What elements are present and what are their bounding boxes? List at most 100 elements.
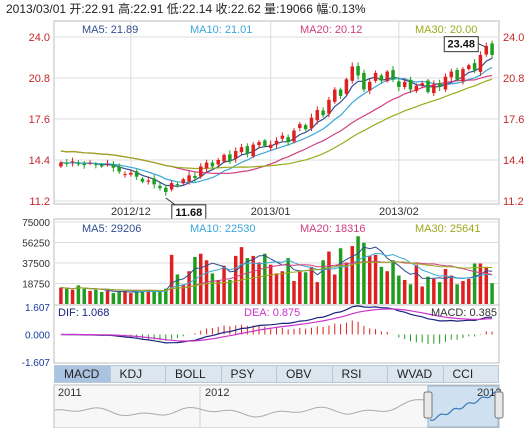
tab-rsi[interactable]: RSI	[333, 366, 388, 382]
vol-ma10-line	[60, 252, 493, 293]
price-xtick: 2013/02	[379, 206, 419, 218]
volume-bar	[315, 282, 320, 304]
candle	[344, 79, 349, 94]
volume-bar	[274, 273, 279, 304]
price-legend-item: MA10: 21.01	[190, 24, 252, 36]
candle	[327, 99, 331, 114]
candle	[59, 162, 63, 167]
navigator-history-line	[54, 399, 426, 418]
volume-bar	[408, 284, 413, 304]
candle	[222, 154, 226, 162]
volume-bar	[414, 264, 419, 304]
candle	[373, 72, 378, 81]
candle	[169, 183, 174, 190]
volume-bar	[461, 281, 465, 304]
volume-bar	[280, 271, 285, 304]
volume-bar	[257, 262, 261, 304]
volume-bar	[338, 248, 343, 304]
volume-bar	[391, 260, 395, 304]
high-label: 23.48	[447, 39, 475, 51]
candle	[187, 175, 191, 182]
volume-bar	[298, 271, 302, 304]
candle	[449, 71, 454, 78]
navigator-left-handle[interactable]	[423, 391, 433, 419]
dea-legend: DEA: 0.875	[244, 307, 300, 319]
volume-bar	[245, 258, 250, 304]
candle	[146, 180, 151, 182]
navigator-label: 2011	[58, 387, 82, 399]
candle	[432, 84, 436, 94]
price-legend-item: MA30: 20.00	[415, 24, 477, 36]
candle	[303, 125, 308, 130]
tab-psy[interactable]: PSY	[222, 366, 277, 382]
tab-boll[interactable]: BOLL	[166, 366, 222, 382]
volume-bar	[70, 289, 75, 304]
volume-bar	[356, 236, 360, 304]
tab-macd[interactable]: MACD	[55, 366, 111, 382]
volume-ytick: 37500	[22, 259, 50, 270]
candle	[298, 124, 302, 128]
candle	[175, 184, 180, 186]
candle	[263, 140, 267, 146]
volume-bar	[181, 284, 186, 304]
volume-legend-item: MA20: 18316	[300, 223, 365, 235]
volume-bar	[292, 281, 296, 304]
candle	[233, 151, 238, 159]
navigator-selection	[427, 385, 499, 428]
tab-kdj[interactable]: KDJ	[111, 366, 166, 382]
volume-bar	[233, 255, 238, 304]
candle	[274, 140, 279, 145]
navigator-right-handle[interactable]	[494, 391, 504, 419]
candle	[216, 160, 220, 165]
candle	[228, 154, 232, 162]
candle	[181, 179, 186, 184]
volume-bar	[82, 288, 86, 304]
tab-wvad[interactable]: WVAD	[388, 366, 444, 382]
volume-bar	[309, 266, 314, 304]
volume-bar	[175, 274, 180, 304]
volume-bar	[432, 278, 436, 304]
volume-bar	[228, 279, 232, 304]
volume-ytick: 75000	[22, 218, 50, 229]
tab-cci[interactable]: CCI	[452, 367, 474, 381]
candle	[117, 166, 121, 172]
price-panel	[53, 20, 500, 205]
dif-line	[60, 305, 493, 344]
volume-bar	[268, 264, 273, 304]
volume-bar	[420, 286, 424, 304]
price-ytick-left: 20.8	[29, 73, 50, 85]
candle	[402, 81, 407, 87]
volume-bar	[64, 288, 69, 304]
candle	[70, 161, 75, 163]
candle	[199, 166, 203, 177]
candle	[111, 164, 116, 168]
volume-ytick: 56250	[22, 239, 50, 250]
candle	[134, 171, 139, 177]
volume-ytick: 18750	[22, 280, 50, 291]
candle	[455, 70, 459, 80]
volume-bar	[333, 274, 337, 304]
volume-bar	[437, 282, 442, 304]
dea-line	[60, 308, 493, 342]
candle	[379, 75, 384, 81]
candle	[356, 65, 360, 76]
volume-bar	[140, 291, 145, 304]
volume-bar	[59, 287, 63, 304]
volume-bar	[129, 293, 133, 304]
volume-legend-item: MA5: 29206	[82, 223, 141, 235]
header-quote: 2013/03/01 开:22.91 高:22.91 低:22.14 收:22.…	[6, 1, 366, 16]
candle	[367, 81, 372, 91]
volume-bar	[76, 285, 81, 304]
price-ytick-right: 14.4	[503, 155, 524, 167]
tab-obv[interactable]: OBV	[277, 366, 333, 382]
price-xtick: 2013/01	[251, 206, 291, 218]
price-ytick-right: 24.0	[503, 32, 524, 44]
price-ytick-right: 20.8	[503, 73, 524, 85]
price-legend-item: MA20: 20.12	[300, 24, 362, 36]
volume-bar	[303, 272, 308, 304]
volume-bar	[222, 265, 226, 304]
navigator-selection-line	[429, 390, 497, 422]
volume-bar	[455, 284, 459, 304]
volume-bar	[321, 260, 325, 304]
volume-bar	[251, 255, 255, 304]
